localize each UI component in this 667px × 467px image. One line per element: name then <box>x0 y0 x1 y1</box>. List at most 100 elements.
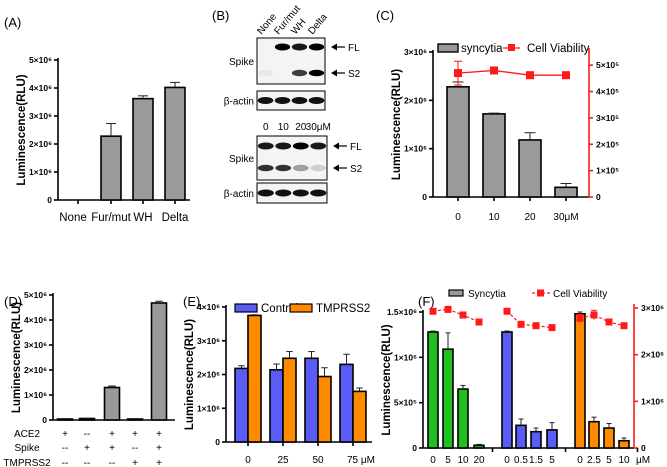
panel-f-bar <box>546 429 558 449</box>
panel-d-y-tick-label: 1×10⁶ <box>24 390 47 400</box>
actin-band <box>274 97 291 104</box>
legend-label-control: Control <box>261 303 298 315</box>
panel-c-bar <box>482 113 506 198</box>
panel-a-y-tick-label: 1×10⁶ <box>29 167 52 177</box>
s2-band <box>310 164 327 172</box>
panel-f-bar <box>530 430 542 449</box>
legend-marker-viability <box>537 289 544 297</box>
panel-c-y-tick-label: 0 <box>422 192 427 202</box>
panel-f-x-label: 1.5 <box>529 455 543 466</box>
panel-c-viability-point <box>454 69 462 78</box>
condition-label-ace2: ACE2 <box>14 429 41 440</box>
panel-c-legend: syncytia Cell Viability <box>437 43 590 55</box>
fl-band <box>257 142 274 150</box>
condition-sign: + <box>84 443 90 454</box>
panel-c-y2-tick-label: 5×10⁵ <box>596 60 619 70</box>
s2-band <box>292 164 309 172</box>
condition-sign: + <box>109 429 115 440</box>
fl-band <box>274 43 291 51</box>
fl-band <box>310 142 327 150</box>
condition-label-spike: Spike <box>14 443 39 454</box>
panel-f-y2-tick-label: 0 <box>641 443 646 453</box>
condition-sign: + <box>109 443 115 454</box>
actin-band <box>257 189 274 197</box>
panel-d-bar <box>56 418 74 421</box>
panel-f-y-tick-label: 1×10⁶ <box>394 352 417 362</box>
band-label-s2: S2 <box>350 164 363 175</box>
legend-swatch-control <box>234 303 258 313</box>
panel-f-viability-point <box>532 322 540 330</box>
band-label-s2: S2 <box>348 69 361 80</box>
legend-swatch-syncytia <box>448 289 464 297</box>
panel-a-x-label: Fur/mut <box>91 212 131 224</box>
panel-a-bar <box>164 86 186 201</box>
s2-band <box>291 69 308 77</box>
band-label-fl: FL <box>350 142 362 153</box>
panel-e-y-axis-label: Luminescence(RLU) <box>184 319 196 430</box>
blot-row-label-actin: β-actin <box>224 189 254 200</box>
panel-a-y-tick-label: 5×10⁶ <box>29 55 52 65</box>
s2-band <box>275 164 292 172</box>
panel-c-marks: 0 10 20 30μM <box>446 60 579 223</box>
panel-d-y-axis-label: Luminescence(RLU) <box>11 302 23 413</box>
blot-row-label-spike: Spike <box>229 57 254 68</box>
panel-f-y2-tick-label: 1×10⁶ <box>641 396 664 406</box>
panel-f-bar <box>442 348 454 449</box>
condition-label-tmprss2: TMPRSS2 <box>3 458 51 467</box>
panel-f-viability-point <box>459 311 467 319</box>
panel-d-y-tick-label: 5×10⁶ <box>24 290 47 300</box>
panel-a-axes: 0 1×10⁶ 2×10⁶ 3×10⁶ 4×10⁶ 5×10⁶Luminescence(R… <box>16 55 190 205</box>
condition-sign: + <box>132 429 138 440</box>
panel-e-bar-control <box>304 357 319 443</box>
blot-lane-label: 30μM <box>306 122 331 133</box>
panel-f-y-tick-label: 5×10⁵ <box>394 398 417 408</box>
panel-f-viability-point <box>590 311 598 319</box>
condition-sign: -- <box>84 458 91 467</box>
legend-swatch-syncytia <box>437 43 459 53</box>
panel-e-bar-tmprss2 <box>352 390 367 443</box>
panel-a-bars: None Fur/mut WH Delta <box>59 81 189 224</box>
panel-d-y-tick-label: 4×10⁶ <box>24 315 47 325</box>
panel-f-viability-line <box>432 308 480 323</box>
panel-f-bar <box>574 313 586 449</box>
fl-band <box>292 142 309 150</box>
panel-c-bar <box>518 139 542 198</box>
panel-c-viability-point <box>526 71 534 80</box>
actin-band <box>257 97 274 104</box>
panel-d-y-tick-label: 2×10⁶ <box>24 365 47 375</box>
panel-d-bars: ACE2 + -- + + + Spike -- + + -- + TMPRSS2 -- -- -- + + <box>3 300 168 467</box>
legend-label-viability: Cell Viability <box>527 43 590 55</box>
panel-a-x-label: Delta <box>162 212 189 224</box>
panel-f-x-label: 0.5 <box>514 455 528 466</box>
condition-sign: -- <box>84 429 91 440</box>
panel-f-bar <box>427 331 439 449</box>
condition-sign: -- <box>132 443 139 454</box>
condition-sign: + <box>156 458 162 467</box>
s2-band <box>308 69 325 77</box>
panel-a-y-tick-label: 3×10⁶ <box>29 111 52 121</box>
actin-blot <box>256 182 328 204</box>
panel-f-legend: Syncytia Cell Viability <box>448 289 607 300</box>
panel-c-x-label: 30μM <box>553 212 578 223</box>
panel-c-y-tick-label: 2×10⁶ <box>404 95 427 105</box>
panel-d-bar <box>126 418 144 421</box>
actin-blot <box>256 90 326 111</box>
panel-c-viability-line <box>457 69 566 76</box>
panel-f-viability-point <box>444 305 452 313</box>
panel-e-x-label: 0 <box>245 455 251 466</box>
panel-f-bar <box>473 444 485 449</box>
panel-c-y-tick-label: 3×10⁶ <box>404 47 427 57</box>
panel-c-y-axis-label: Luminescence(RLU) <box>391 69 403 180</box>
panel-f-viability-point <box>605 318 613 326</box>
panel-f-bar <box>457 388 469 449</box>
panel-f-viability-point <box>475 318 483 326</box>
blot-2: 0 10 20 30μM Spike β-actin FL S2 <box>224 122 363 204</box>
panel-a-y-tick-label: 0 <box>47 195 52 205</box>
blot-lane-label: 10 <box>278 122 290 133</box>
panel-e-bar-control <box>234 367 249 443</box>
panel-c-y2-tick-label: 2×10⁵ <box>596 139 619 149</box>
panel-f-y-tick-label: 0 <box>412 443 417 453</box>
blot-lane-label: Delta <box>306 12 330 37</box>
panel-f-viability-point <box>503 307 511 315</box>
